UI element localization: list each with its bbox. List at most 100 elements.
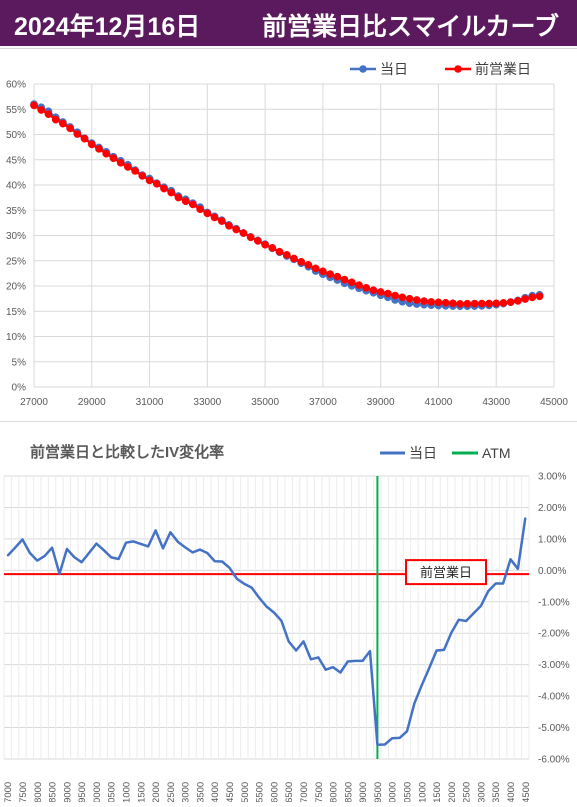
data-point — [420, 684, 423, 687]
data-point — [265, 605, 268, 608]
data-point — [326, 270, 334, 278]
data-point — [391, 737, 394, 740]
x-tick-label: 37000 — [299, 782, 310, 802]
data-point — [37, 106, 46, 114]
data-point — [355, 281, 363, 289]
chart-title: 前営業日と比較したIV変化率 — [30, 443, 224, 461]
data-point — [95, 542, 98, 545]
legend-marker — [359, 65, 367, 73]
y-tick-label: 1.00% — [538, 534, 566, 545]
x-tick-label: 31500 — [136, 782, 147, 802]
x-tick-label: 34000 — [210, 782, 221, 802]
x-tick-label: 43000 — [482, 397, 510, 408]
y-tick-label: 20% — [6, 282, 26, 293]
y-tick-label: 0% — [12, 383, 27, 394]
data-point — [470, 299, 479, 308]
x-tick-label: 31000 — [122, 782, 133, 802]
data-point — [254, 237, 262, 245]
data-point — [217, 217, 226, 225]
data-point — [472, 612, 475, 615]
data-point — [73, 556, 76, 559]
data-point — [66, 124, 74, 133]
data-point — [319, 267, 327, 276]
data-point — [384, 289, 392, 298]
data-point — [340, 275, 349, 284]
data-point — [435, 649, 438, 652]
data-point — [43, 554, 46, 557]
x-tick-label: 39500 — [373, 782, 384, 802]
data-point — [110, 556, 113, 559]
data-point — [206, 552, 209, 554]
data-point — [449, 299, 457, 308]
y-tick-label: 0.00% — [538, 566, 566, 577]
data-point — [428, 667, 431, 670]
x-tick-label: 35500 — [255, 782, 266, 802]
x-tick-label: 30000 — [92, 782, 103, 802]
legend-label: 当日 — [380, 61, 408, 77]
data-point — [44, 110, 53, 118]
x-tick-label: 27000 — [20, 397, 48, 408]
data-point — [95, 145, 103, 153]
x-tick-label: 29500 — [77, 782, 88, 802]
x-tick-label: 36000 — [269, 782, 280, 802]
data-point — [87, 140, 96, 149]
data-point — [51, 115, 60, 124]
series-line-previous-day — [33, 104, 540, 306]
data-point — [246, 233, 255, 242]
data-point — [485, 299, 493, 308]
data-point — [184, 546, 187, 549]
report-date: 2024年12月16日 — [14, 13, 201, 41]
data-point — [280, 619, 283, 622]
y-tick-label: -2.00% — [538, 629, 570, 640]
x-tick-label: 28500 — [48, 782, 59, 802]
x-tick-label: 42500 — [462, 782, 473, 802]
data-point — [463, 299, 472, 308]
data-point — [160, 184, 168, 193]
x-tick-label: 31000 — [136, 397, 164, 408]
data-point — [347, 278, 356, 287]
data-point — [528, 293, 537, 302]
data-point — [317, 656, 320, 659]
data-point — [258, 596, 261, 599]
reference-label-box — [405, 559, 487, 586]
x-tick-label: 38500 — [343, 782, 354, 802]
data-point — [406, 730, 408, 733]
data-point — [189, 200, 197, 209]
data-point — [116, 158, 125, 167]
data-point — [28, 552, 31, 554]
x-tick-label: 32000 — [151, 782, 162, 802]
x-tick-label: 41000 — [425, 397, 453, 408]
data-point — [477, 299, 486, 308]
y-tick-label: -5.00% — [538, 723, 570, 734]
x-tick-label: 41500 — [432, 782, 443, 802]
data-point — [521, 295, 529, 303]
data-point — [332, 666, 334, 669]
data-point — [339, 671, 342, 674]
x-tick-label: 40500 — [402, 782, 413, 802]
x-tick-label: 35000 — [240, 782, 251, 802]
data-point — [176, 540, 179, 543]
data-point — [487, 590, 490, 592]
data-point — [383, 743, 386, 746]
data-point — [354, 659, 357, 662]
x-tick-label: 33500 — [195, 782, 206, 802]
data-point — [124, 163, 132, 171]
data-point — [196, 205, 204, 214]
y-tick-label: 35% — [6, 206, 26, 217]
data-point — [443, 648, 445, 651]
y-tick-label: 60% — [6, 80, 26, 91]
smile-curve-panel: 27000 29000 31000 33000 35000 37000 39000 41000… — [0, 48, 577, 422]
y-tick-label: 15% — [6, 307, 26, 318]
data-point — [391, 291, 399, 300]
data-point — [502, 582, 505, 585]
data-point — [243, 582, 246, 585]
data-point — [125, 541, 127, 544]
data-point — [261, 240, 269, 249]
data-point — [361, 659, 364, 662]
reference-label: 前営業日 — [420, 565, 472, 580]
data-point — [139, 543, 142, 545]
data-point — [181, 197, 190, 206]
data-point — [287, 640, 290, 643]
data-point — [268, 244, 277, 252]
data-point — [88, 552, 90, 554]
